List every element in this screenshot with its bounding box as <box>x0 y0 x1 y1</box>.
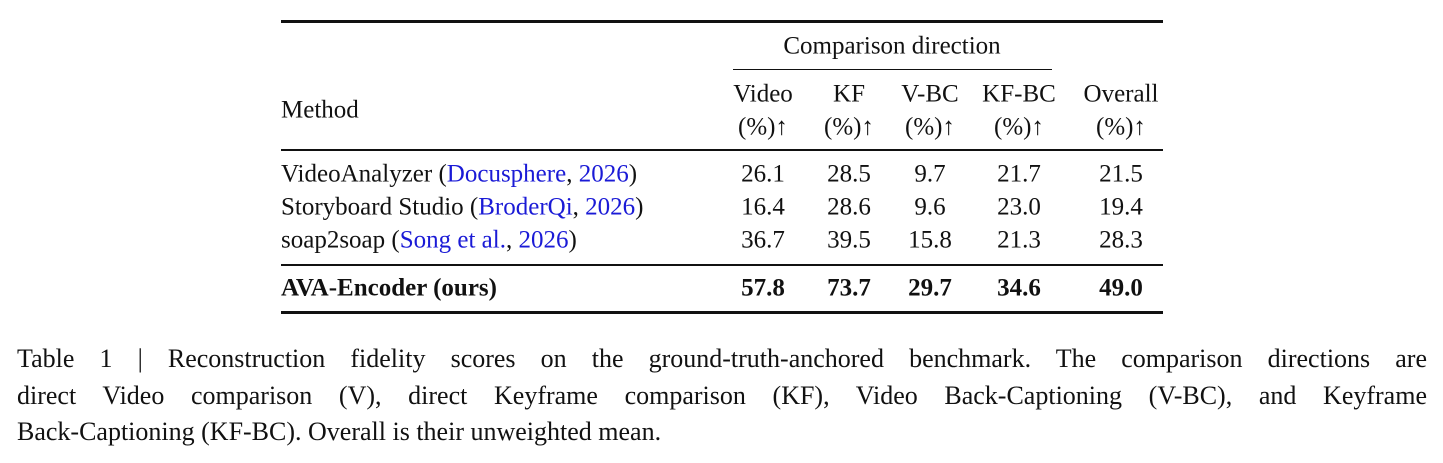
value-cell: 15.8 <box>908 226 952 254</box>
header-rule <box>281 149 1163 151</box>
citation-link[interactable]: 2026 <box>518 226 569 254</box>
value-cell: 9.7 <box>914 160 946 188</box>
value-cell: 23.0 <box>997 193 1041 221</box>
method-cell: soap2soap (Song et al., 2026) <box>281 228 577 253</box>
value-cell: 36.7 <box>741 226 785 254</box>
method-text: , <box>566 160 579 188</box>
method-text: ) <box>628 160 638 188</box>
method-text: Storyboard Studio ( <box>281 193 479 221</box>
method-cell: VideoAnalyzer (Docusphere, 2026) <box>281 162 637 187</box>
column-header: Video <box>733 80 793 108</box>
value-cell: 21.7 <box>997 160 1041 188</box>
value-cell: 73.7 <box>827 274 871 302</box>
citation-link[interactable]: Song et al. <box>399 226 506 254</box>
value-cell: 21.3 <box>997 226 1041 254</box>
method-text: , <box>505 226 519 254</box>
value-cell: 39.5 <box>827 226 871 254</box>
group-header: Comparison direction <box>783 32 1001 60</box>
value-cell: 28.3 <box>1099 226 1143 254</box>
group-rule <box>733 69 1052 70</box>
method-text: VideoAnalyzer ( <box>281 160 447 188</box>
caption-line: Back-Captioning (KF-BC). Overall is thei… <box>17 417 662 446</box>
column-header: Overall <box>1083 80 1159 108</box>
value-cell: 16.4 <box>741 193 785 221</box>
method-text: , <box>572 193 586 221</box>
method-cell: AVA-Encoder (ours) <box>281 276 497 301</box>
bottom-rule <box>281 311 1163 314</box>
citation-link[interactable]: 2026 <box>578 160 629 188</box>
caption-line: direct Video comparison (V), direct Keyf… <box>17 381 1427 410</box>
column-header: KF-BC <box>982 80 1056 108</box>
column-unit: (%)↑ <box>994 113 1044 141</box>
column-header: V-BC <box>901 80 959 108</box>
top-rule <box>281 20 1163 23</box>
value-cell: 26.1 <box>741 160 785 188</box>
value-cell: 28.5 <box>827 160 871 188</box>
column-unit: (%)↑ <box>905 113 955 141</box>
method-text: ) <box>635 193 644 221</box>
value-cell: 57.8 <box>741 274 785 302</box>
citation-link[interactable]: BroderQi <box>478 193 573 221</box>
column-unit: (%)↑ <box>1096 113 1146 141</box>
value-cell: 9.6 <box>914 193 946 221</box>
citation-link[interactable]: Docusphere <box>446 160 567 188</box>
value-cell: 21.5 <box>1099 160 1143 188</box>
method-text: soap2soap ( <box>281 226 400 254</box>
value-cell: 34.6 <box>997 274 1041 302</box>
citation-link[interactable]: 2026 <box>585 193 636 221</box>
value-cell: 28.6 <box>827 193 871 221</box>
column-unit: (%)↑ <box>824 113 874 141</box>
value-cell: 49.0 <box>1099 274 1143 302</box>
mid-rule <box>281 264 1163 266</box>
method-cell: Storyboard Studio (BroderQi, 2026) <box>281 195 643 220</box>
method-text: ) <box>568 226 577 254</box>
value-cell: 19.4 <box>1099 193 1143 221</box>
column-unit: (%)↑ <box>738 113 788 141</box>
value-cell: 29.7 <box>908 274 952 302</box>
caption-line: Table 1 | Reconstruction fidelity scores… <box>17 344 1427 373</box>
method-text: AVA-Encoder (ours) <box>281 274 497 302</box>
column-header: KF <box>833 80 865 108</box>
method-header: Method <box>281 96 359 124</box>
